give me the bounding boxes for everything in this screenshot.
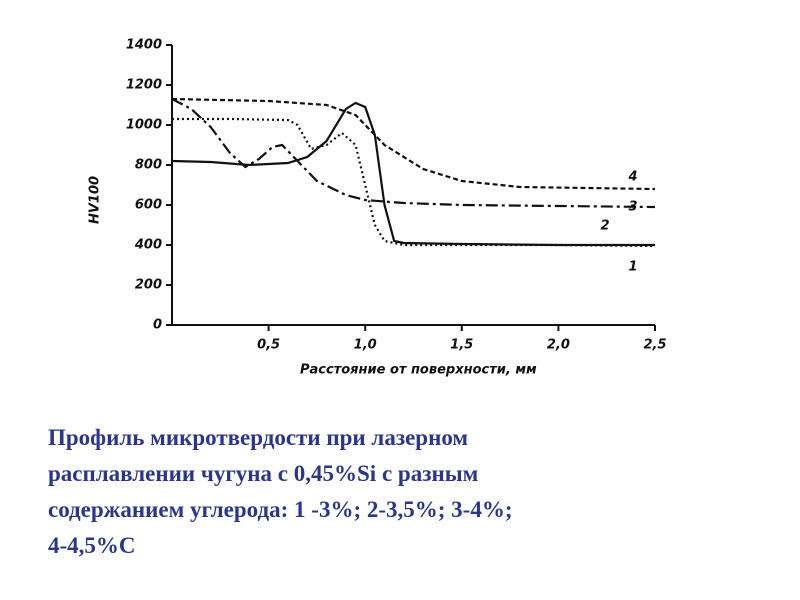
series-label: 3 xyxy=(628,200,637,215)
y-tick-label: 1000 xyxy=(126,118,162,133)
x-tick-label: 1,0 xyxy=(354,338,377,353)
y-tick-label: 600 xyxy=(135,198,162,213)
line xyxy=(171,98,656,209)
y-tick-label: 800 xyxy=(135,158,162,173)
y-tick-label: 1400 xyxy=(126,38,162,53)
x-tick-label: 1,5 xyxy=(450,338,473,353)
x-tick-label: 2,0 xyxy=(547,338,570,353)
y-tick-label: 400 xyxy=(134,238,162,253)
line xyxy=(172,117,656,248)
series-label: 4 xyxy=(627,170,637,185)
x-axis-label: Расстояние от поверхности, мм xyxy=(300,363,537,378)
x-tick-label: 2,5 xyxy=(643,338,666,353)
caption-line: содержанием углерода: 1 -3%; 2-3,5%; 3-4… xyxy=(48,497,513,522)
caption: Профиль микротвердости при лазерном расп… xyxy=(48,420,513,564)
y-tick-label: 0 xyxy=(153,318,162,333)
caption-line: Профиль микротвердости при лазерном xyxy=(48,425,469,450)
y-tick-label: 1200 xyxy=(126,78,162,93)
y-axis-label: HV100 xyxy=(88,176,103,224)
x-tick-label: 0,5 xyxy=(257,338,280,353)
line xyxy=(171,101,655,247)
series-label: 1 xyxy=(628,260,637,275)
caption-line: 4-4,5%С xyxy=(48,533,136,558)
line xyxy=(171,97,656,191)
series-label: 2 xyxy=(600,219,609,234)
y-tick-label: 200 xyxy=(135,278,162,293)
caption-line: расплавлении чугуна с 0,45%Si с разным xyxy=(48,461,479,486)
chart: Расстояние от поверхности, мм HV100 0 200… xyxy=(88,38,667,378)
